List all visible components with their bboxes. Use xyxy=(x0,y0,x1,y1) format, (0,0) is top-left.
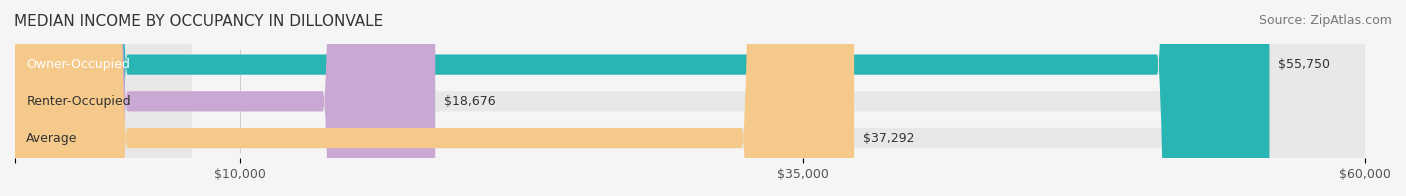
Text: Owner-Occupied: Owner-Occupied xyxy=(27,58,131,71)
FancyBboxPatch shape xyxy=(15,0,853,196)
FancyBboxPatch shape xyxy=(15,0,1270,196)
Text: $37,292: $37,292 xyxy=(863,132,915,145)
Text: Source: ZipAtlas.com: Source: ZipAtlas.com xyxy=(1258,14,1392,27)
Text: $55,750: $55,750 xyxy=(1278,58,1330,71)
Text: Average: Average xyxy=(27,132,77,145)
Text: MEDIAN INCOME BY OCCUPANCY IN DILLONVALE: MEDIAN INCOME BY OCCUPANCY IN DILLONVALE xyxy=(14,14,384,29)
FancyBboxPatch shape xyxy=(15,0,1365,196)
FancyBboxPatch shape xyxy=(15,0,436,196)
Text: $18,676: $18,676 xyxy=(444,95,496,108)
Text: Renter-Occupied: Renter-Occupied xyxy=(27,95,131,108)
FancyBboxPatch shape xyxy=(15,0,1365,196)
FancyBboxPatch shape xyxy=(15,0,1365,196)
